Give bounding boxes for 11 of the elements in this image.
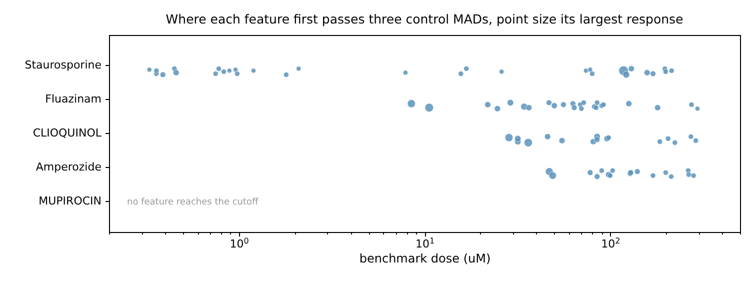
x-axis-title: benchmark dose (uM) [359,252,491,266]
chart-title: Where each feature first passes three control MADs, point size its largest response [166,12,684,26]
y-tick-label: Staurosporine [24,58,102,72]
annotation: no feature reaches the cutoff [127,197,260,208]
y-tick-label: CLIOQUINOL [32,126,102,140]
y-tick-label: Fluazinam [45,92,102,106]
y-tick-label: MUPIROCIN [38,194,102,208]
x-tick-label: 10$^{1}$ [415,236,435,250]
y-tick-label: Amperozide [36,160,102,174]
x-tick-label: 10$^{0}$ [230,236,249,250]
x-tick-label: 10$^{2}$ [601,236,620,250]
